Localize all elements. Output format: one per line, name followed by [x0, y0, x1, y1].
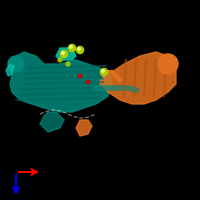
- Circle shape: [68, 44, 76, 52]
- Circle shape: [8, 56, 24, 72]
- Polygon shape: [100, 52, 176, 104]
- Circle shape: [78, 74, 82, 78]
- Polygon shape: [56, 48, 76, 60]
- Circle shape: [102, 70, 104, 72]
- Circle shape: [58, 58, 62, 62]
- Circle shape: [66, 62, 70, 66]
- Circle shape: [70, 46, 72, 48]
- Polygon shape: [10, 52, 112, 112]
- Circle shape: [86, 80, 90, 84]
- Circle shape: [62, 52, 64, 54]
- Polygon shape: [76, 120, 92, 136]
- Circle shape: [76, 46, 84, 54]
- Circle shape: [100, 68, 108, 76]
- Circle shape: [78, 48, 80, 50]
- Polygon shape: [40, 112, 64, 132]
- Circle shape: [60, 50, 68, 58]
- Polygon shape: [6, 64, 14, 76]
- Circle shape: [158, 54, 178, 74]
